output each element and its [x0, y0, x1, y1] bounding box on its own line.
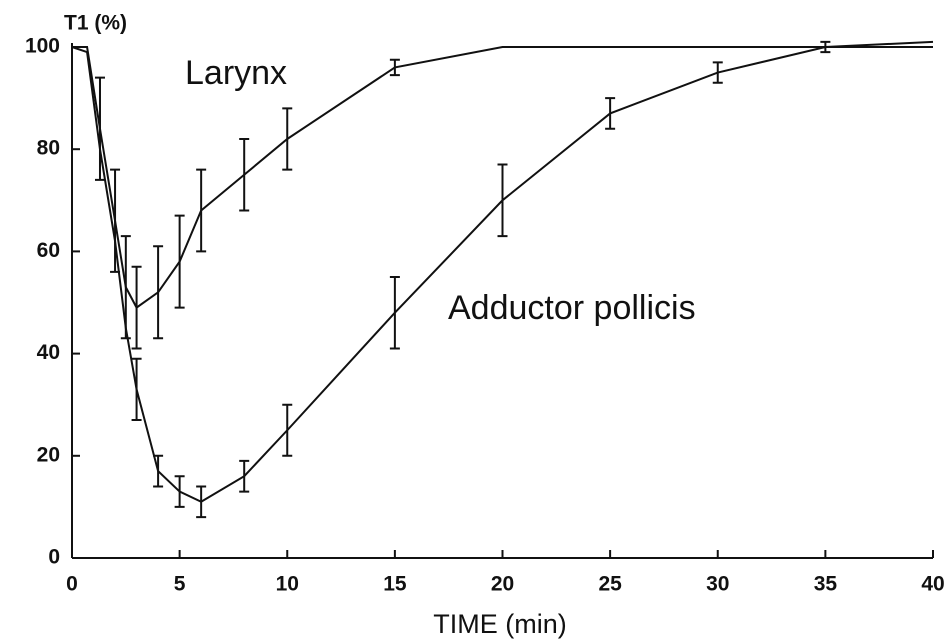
error-bar [153, 454, 164, 488]
error-bar [196, 485, 207, 519]
x-tick-label: 40 [921, 573, 944, 596]
series-line [72, 46, 933, 310]
x-axis-label: TIME (min) [433, 609, 566, 639]
error-bar [389, 58, 400, 77]
error-bar [174, 475, 185, 508]
annotation: Adductor pollicis [448, 289, 696, 327]
y-axis-label: T1 (%) [64, 12, 127, 35]
x-tick-label: 25 [598, 573, 622, 596]
y-tick-label: 60 [37, 239, 60, 262]
error-bar [282, 107, 293, 171]
error-bar [239, 137, 250, 212]
y-tick-label: 80 [37, 137, 60, 160]
error-bar [497, 163, 508, 238]
error-bar [131, 357, 142, 422]
error-bar [605, 97, 616, 130]
x-tick-label: 15 [383, 573, 407, 596]
y-tick-label: 20 [37, 443, 60, 466]
error-bar [820, 40, 831, 54]
error-bar [282, 403, 293, 457]
series-line [71, 40, 934, 503]
y-tick-label: 0 [48, 546, 60, 569]
error-bar [94, 76, 105, 181]
error-bar [196, 168, 207, 253]
error-bar [239, 459, 250, 493]
x-tick-label: 20 [491, 573, 514, 596]
error-bar [174, 214, 185, 309]
error-bar [389, 275, 400, 350]
y-tick-label: 40 [37, 341, 60, 364]
annotation: Larynx [185, 54, 287, 92]
y-tick-label: 100 [25, 35, 60, 58]
error-bar [131, 265, 142, 350]
error-bar [153, 245, 164, 340]
x-tick-label: 35 [814, 573, 838, 596]
error-bar [712, 61, 723, 84]
x-tick-label: 0 [66, 573, 78, 596]
x-tick-label: 5 [174, 573, 186, 596]
x-tick-label: 10 [276, 573, 299, 596]
x-tick-label: 30 [706, 573, 729, 596]
